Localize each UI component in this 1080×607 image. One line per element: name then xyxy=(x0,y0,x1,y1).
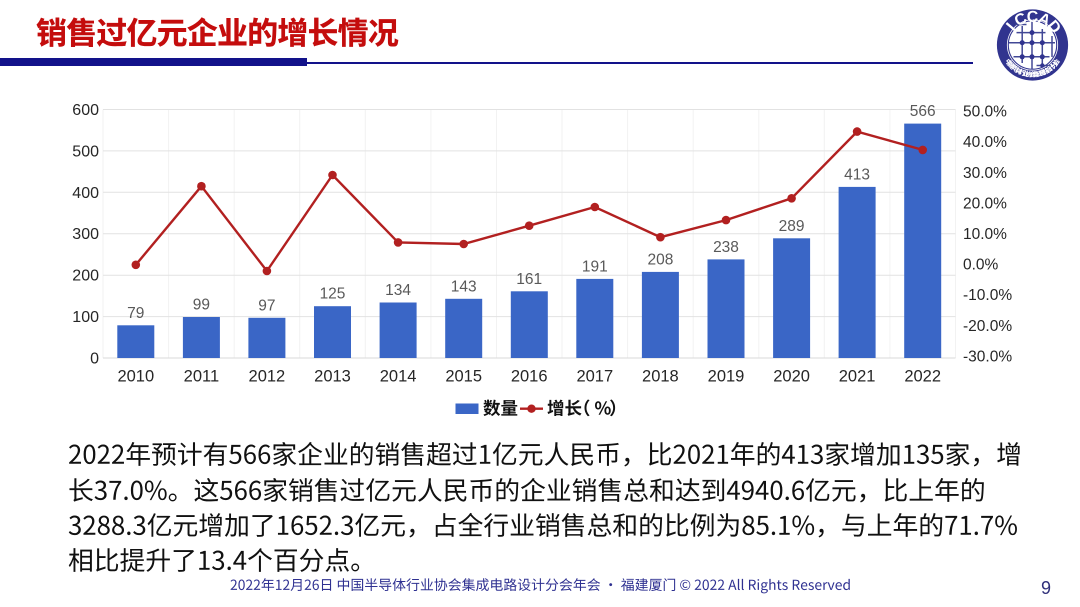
svg-text:208: 208 xyxy=(647,251,673,268)
svg-text:-30.0%: -30.0% xyxy=(963,349,1012,366)
svg-text:191: 191 xyxy=(582,258,608,275)
svg-text:2015: 2015 xyxy=(445,368,482,386)
svg-text:400: 400 xyxy=(72,185,99,202)
svg-text:2014: 2014 xyxy=(380,368,417,386)
svg-text:2022: 2022 xyxy=(904,368,941,386)
svg-text:143: 143 xyxy=(451,278,477,295)
svg-text:99: 99 xyxy=(193,297,210,314)
svg-text:2017: 2017 xyxy=(576,368,613,386)
svg-text:600: 600 xyxy=(72,102,99,119)
svg-text:2012: 2012 xyxy=(249,368,286,386)
svg-text:50.0%: 50.0% xyxy=(963,104,1007,121)
svg-text:500: 500 xyxy=(72,143,99,160)
svg-text:566: 566 xyxy=(910,103,936,120)
svg-text:-20.0%: -20.0% xyxy=(963,318,1012,335)
svg-text:10.0%: 10.0% xyxy=(963,226,1007,243)
svg-text:2018: 2018 xyxy=(642,368,679,386)
svg-text:100: 100 xyxy=(72,309,99,326)
svg-text:30.0%: 30.0% xyxy=(963,165,1007,182)
svg-text:0.0%: 0.0% xyxy=(963,257,999,274)
svg-text:2021: 2021 xyxy=(839,368,876,386)
svg-text:97: 97 xyxy=(258,297,275,314)
svg-text:134: 134 xyxy=(385,282,411,299)
svg-text:2013: 2013 xyxy=(314,368,351,386)
svg-text:20.0%: 20.0% xyxy=(963,195,1007,212)
svg-text:2019: 2019 xyxy=(708,368,745,386)
svg-text:-10.0%: -10.0% xyxy=(963,287,1012,304)
svg-text:0: 0 xyxy=(90,351,99,368)
svg-text:2010: 2010 xyxy=(117,368,154,386)
svg-text:2016: 2016 xyxy=(511,368,548,386)
svg-text:238: 238 xyxy=(713,239,739,256)
svg-text:161: 161 xyxy=(516,271,542,288)
svg-text:289: 289 xyxy=(779,218,805,235)
svg-text:2020: 2020 xyxy=(773,368,810,386)
svg-text:125: 125 xyxy=(320,286,346,303)
svg-text:413: 413 xyxy=(844,166,870,183)
svg-text:40.0%: 40.0% xyxy=(963,134,1007,151)
svg-text:200: 200 xyxy=(72,268,99,285)
svg-text:300: 300 xyxy=(72,226,99,243)
svg-text:2011: 2011 xyxy=(184,368,219,386)
svg-text:79: 79 xyxy=(127,305,144,322)
